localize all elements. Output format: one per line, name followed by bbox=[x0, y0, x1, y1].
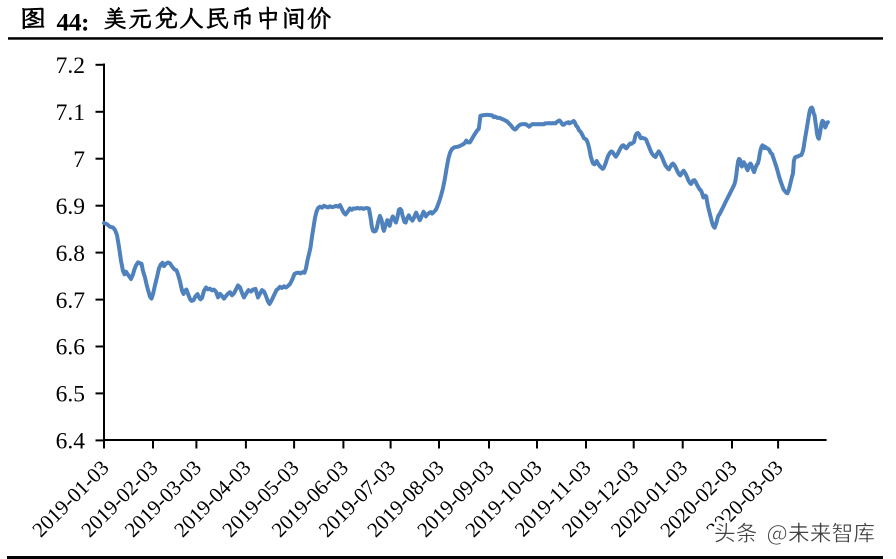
svg-text:6.4: 6.4 bbox=[56, 429, 86, 455]
svg-text:7: 7 bbox=[73, 147, 85, 173]
svg-text:6.8: 6.8 bbox=[56, 241, 85, 267]
svg-text:6.9: 6.9 bbox=[56, 194, 85, 220]
svg-text:6.6: 6.6 bbox=[56, 335, 86, 361]
svg-text:6.7: 6.7 bbox=[56, 288, 86, 314]
svg-text:7.1: 7.1 bbox=[56, 100, 85, 126]
svg-text:44:: 44: bbox=[57, 7, 90, 36]
svg-text:6.5: 6.5 bbox=[56, 382, 85, 408]
svg-text:7.2: 7.2 bbox=[56, 53, 85, 79]
